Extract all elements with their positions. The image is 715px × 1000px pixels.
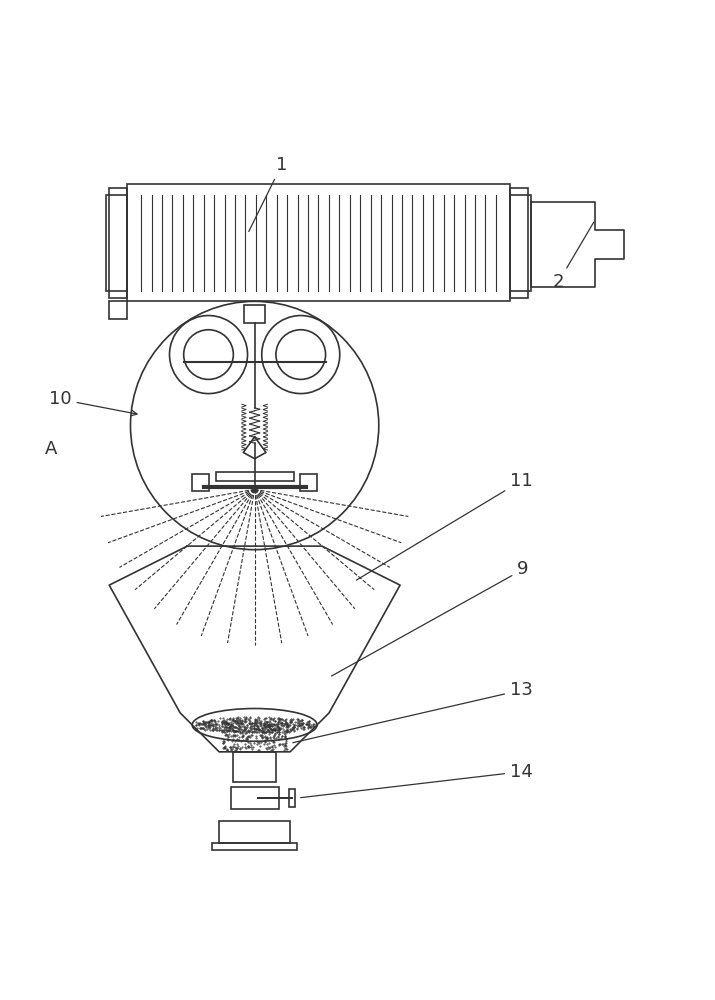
Bar bbox=[212, 843, 297, 850]
Text: 13: 13 bbox=[293, 681, 533, 743]
Bar bbox=[230, 787, 279, 809]
Text: 11: 11 bbox=[356, 472, 533, 580]
Text: 10: 10 bbox=[49, 390, 137, 416]
Bar bbox=[510, 188, 528, 298]
Bar bbox=[109, 301, 127, 319]
Bar bbox=[220, 821, 290, 843]
Text: 2: 2 bbox=[553, 222, 593, 291]
Bar bbox=[510, 195, 531, 291]
Bar bbox=[300, 474, 317, 491]
Text: 14: 14 bbox=[301, 763, 533, 798]
Bar bbox=[106, 195, 127, 291]
Text: 9: 9 bbox=[332, 560, 528, 676]
Bar bbox=[244, 305, 265, 323]
Bar bbox=[289, 789, 295, 807]
Bar bbox=[216, 472, 294, 481]
Bar bbox=[192, 474, 209, 491]
Bar bbox=[109, 188, 127, 298]
Text: A: A bbox=[45, 440, 58, 458]
Bar bbox=[127, 184, 510, 301]
Text: 1: 1 bbox=[249, 156, 287, 231]
Bar bbox=[233, 752, 276, 782]
